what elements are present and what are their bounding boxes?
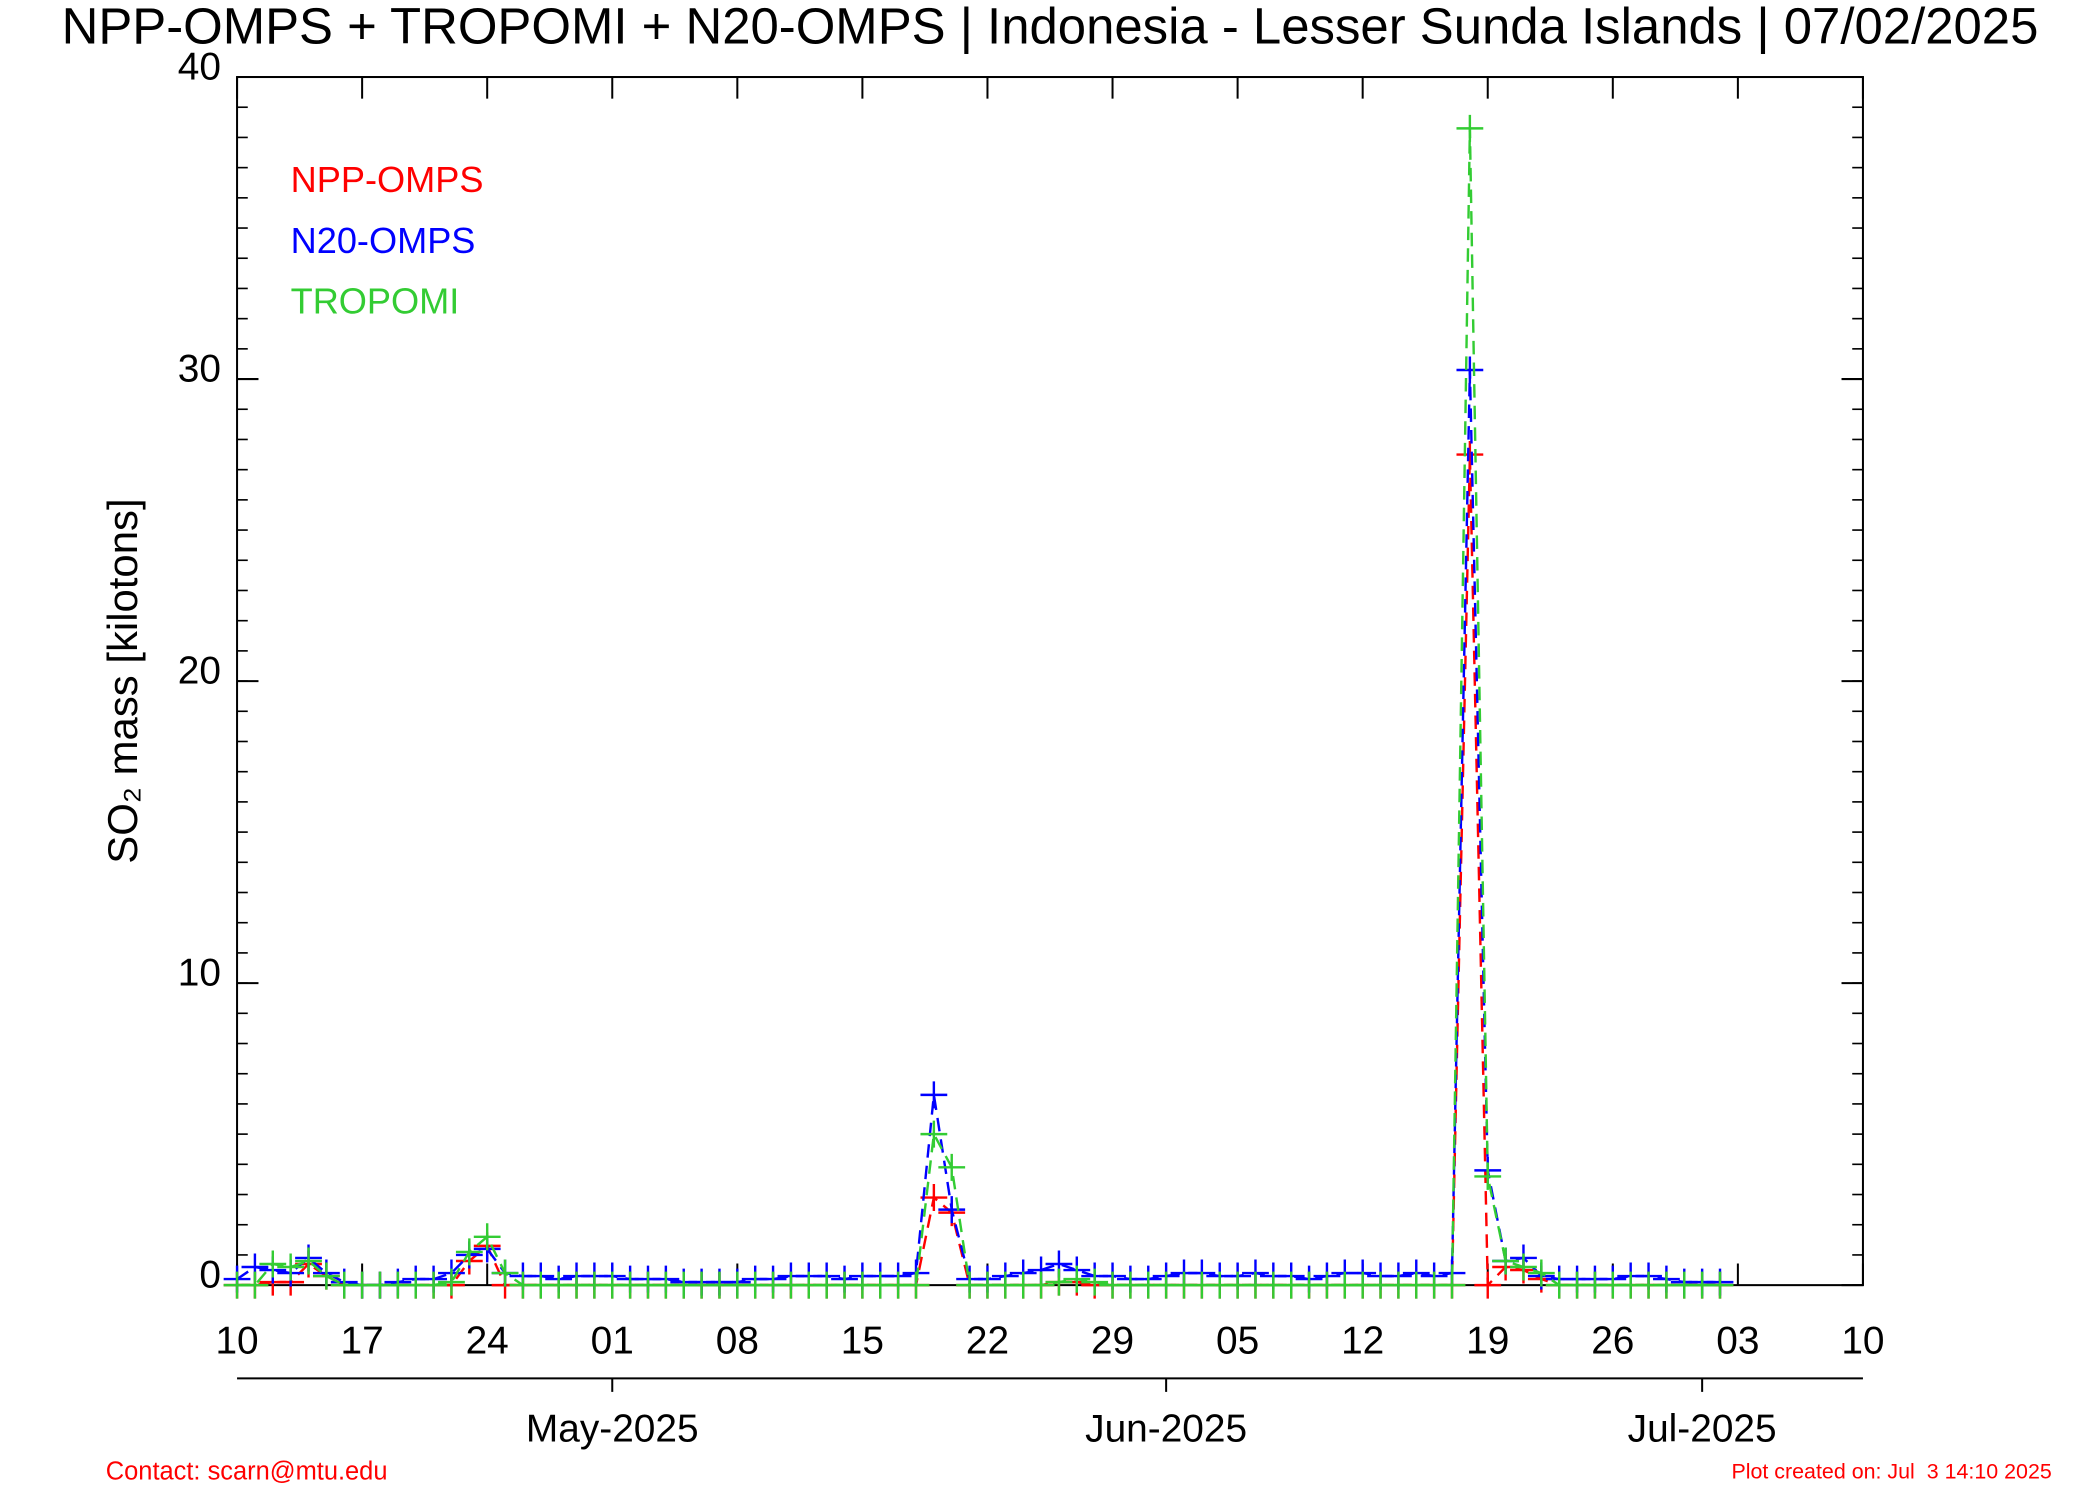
- x-tick-label: 01: [591, 1319, 634, 1362]
- month-label: Jun-2025: [1085, 1407, 1247, 1450]
- point-marker: [473, 1223, 501, 1251]
- x-tick-label: 26: [1591, 1319, 1634, 1362]
- y-tick-label: 0: [199, 1253, 221, 1296]
- month-label: Jul-2025: [1628, 1407, 1777, 1450]
- point-marker: [295, 1247, 322, 1275]
- point-marker: [438, 1268, 465, 1296]
- point-marker: [1081, 1268, 1109, 1296]
- point-marker: [920, 1081, 948, 1109]
- series-line: [237, 128, 1721, 1287]
- point-marker: [1438, 1271, 1466, 1299]
- point-marker: [1456, 356, 1484, 384]
- point-marker: [920, 1184, 948, 1212]
- point-marker: [938, 1196, 966, 1224]
- chart-title: NPP-OMPS + TROPOMI + N20-OMPS | Indonesi…: [62, 0, 2039, 54]
- series-line: [237, 454, 1721, 1289]
- x-tick-label: 24: [466, 1319, 509, 1362]
- point-marker: [1063, 1265, 1091, 1293]
- point-marker: [1474, 1271, 1502, 1299]
- x-tick-label: 22: [966, 1319, 1009, 1362]
- x-tick-label: 19: [1466, 1319, 1509, 1362]
- point-marker: [277, 1253, 305, 1281]
- contact: Contact: scarn@mtu.edu: [106, 1458, 388, 1486]
- point-marker: [455, 1238, 483, 1266]
- point-marker: [1492, 1247, 1520, 1275]
- point-marker: [1527, 1259, 1555, 1287]
- point-marker: [920, 1120, 948, 1148]
- point-marker: [420, 1271, 447, 1299]
- point-marker: [1045, 1268, 1073, 1296]
- point-marker: [1510, 1253, 1537, 1281]
- y-tick-label: 20: [178, 649, 221, 692]
- x-tick-label: 12: [1341, 1319, 1384, 1362]
- point-marker: [1474, 1162, 1502, 1190]
- point-marker: [491, 1259, 519, 1287]
- month-label: May-2025: [526, 1407, 699, 1450]
- point-marker: [1706, 1271, 1734, 1299]
- created-note: Plot created on: Jul 3 14:10 2025: [1731, 1460, 2051, 1484]
- point-marker: [259, 1250, 287, 1278]
- legend-entry: TROPOMI: [291, 281, 460, 322]
- x-tick-label: 08: [716, 1319, 759, 1362]
- y-tick-label: 10: [178, 951, 221, 994]
- y-axis-label: SO₂ mass [kilotons]: [99, 498, 146, 863]
- x-tick-label: 03: [1716, 1319, 1759, 1362]
- y-tick-label: 40: [178, 45, 221, 88]
- legend-entry: NPP-OMPS: [291, 159, 484, 200]
- x-tick-label: 29: [1091, 1319, 1134, 1362]
- point-marker: [902, 1271, 930, 1299]
- x-tick-label: 05: [1216, 1319, 1259, 1362]
- point-marker: [241, 1271, 269, 1299]
- series-line: [236, 369, 1721, 1287]
- point-marker: [1027, 1271, 1055, 1299]
- point-marker: [312, 1262, 340, 1290]
- plot-frame: [236, 76, 1864, 1287]
- x-tick-label: 17: [341, 1319, 384, 1362]
- point-marker: [1456, 114, 1484, 142]
- point-marker: [1456, 441, 1484, 469]
- legend-entry: N20-OMPS: [291, 220, 476, 261]
- x-tick-label: 10: [1841, 1319, 1884, 1362]
- point-marker: [938, 1153, 966, 1181]
- x-tick-label: 15: [841, 1319, 884, 1362]
- x-tick-label: 10: [215, 1319, 258, 1362]
- y-tick-label: 30: [178, 347, 221, 390]
